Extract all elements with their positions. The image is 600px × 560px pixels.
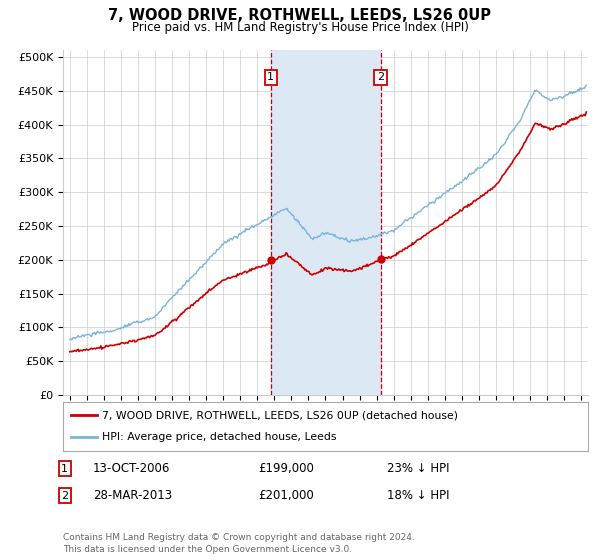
Text: Price paid vs. HM Land Registry's House Price Index (HPI): Price paid vs. HM Land Registry's House … (131, 21, 469, 34)
Text: 2: 2 (377, 72, 384, 82)
Text: 13-OCT-2006: 13-OCT-2006 (93, 462, 170, 475)
Text: 1: 1 (267, 72, 274, 82)
Text: This data is licensed under the Open Government Licence v3.0.: This data is licensed under the Open Gov… (63, 545, 352, 554)
Text: £199,000: £199,000 (258, 462, 314, 475)
Text: Contains HM Land Registry data © Crown copyright and database right 2024.: Contains HM Land Registry data © Crown c… (63, 533, 415, 542)
Text: £201,000: £201,000 (258, 489, 314, 502)
Text: HPI: Average price, detached house, Leeds: HPI: Average price, detached house, Leed… (103, 432, 337, 442)
Text: 7, WOOD DRIVE, ROTHWELL, LEEDS, LS26 0UP: 7, WOOD DRIVE, ROTHWELL, LEEDS, LS26 0UP (109, 8, 491, 24)
Bar (271, 50, 381, 395)
Text: 18% ↓ HPI: 18% ↓ HPI (387, 489, 449, 502)
Text: 2: 2 (61, 491, 68, 501)
Text: 28-MAR-2013: 28-MAR-2013 (93, 489, 172, 502)
Text: 23% ↓ HPI: 23% ↓ HPI (387, 462, 449, 475)
Text: 7, WOOD DRIVE, ROTHWELL, LEEDS, LS26 0UP (detached house): 7, WOOD DRIVE, ROTHWELL, LEEDS, LS26 0UP… (103, 410, 458, 421)
Text: 1: 1 (61, 464, 68, 474)
